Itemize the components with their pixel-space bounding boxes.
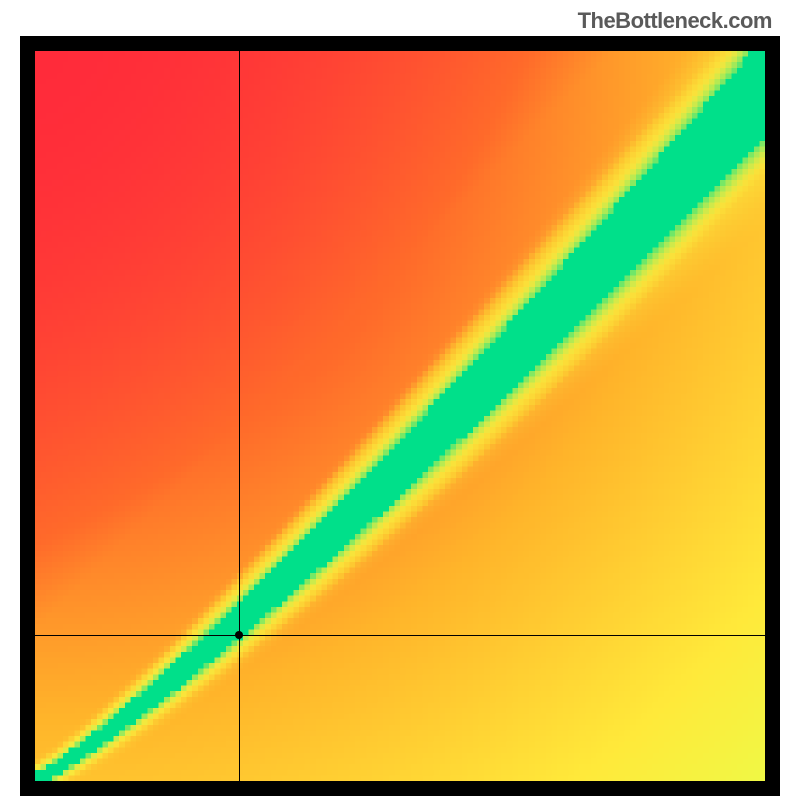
- marker-dot: [235, 631, 243, 639]
- watermark-text: TheBottleneck.com: [578, 8, 772, 34]
- heatmap-canvas: [35, 51, 765, 781]
- crosshair-horizontal: [35, 635, 765, 636]
- crosshair-vertical: [239, 51, 240, 781]
- chart-frame: [20, 36, 780, 796]
- plot-area: [35, 51, 765, 781]
